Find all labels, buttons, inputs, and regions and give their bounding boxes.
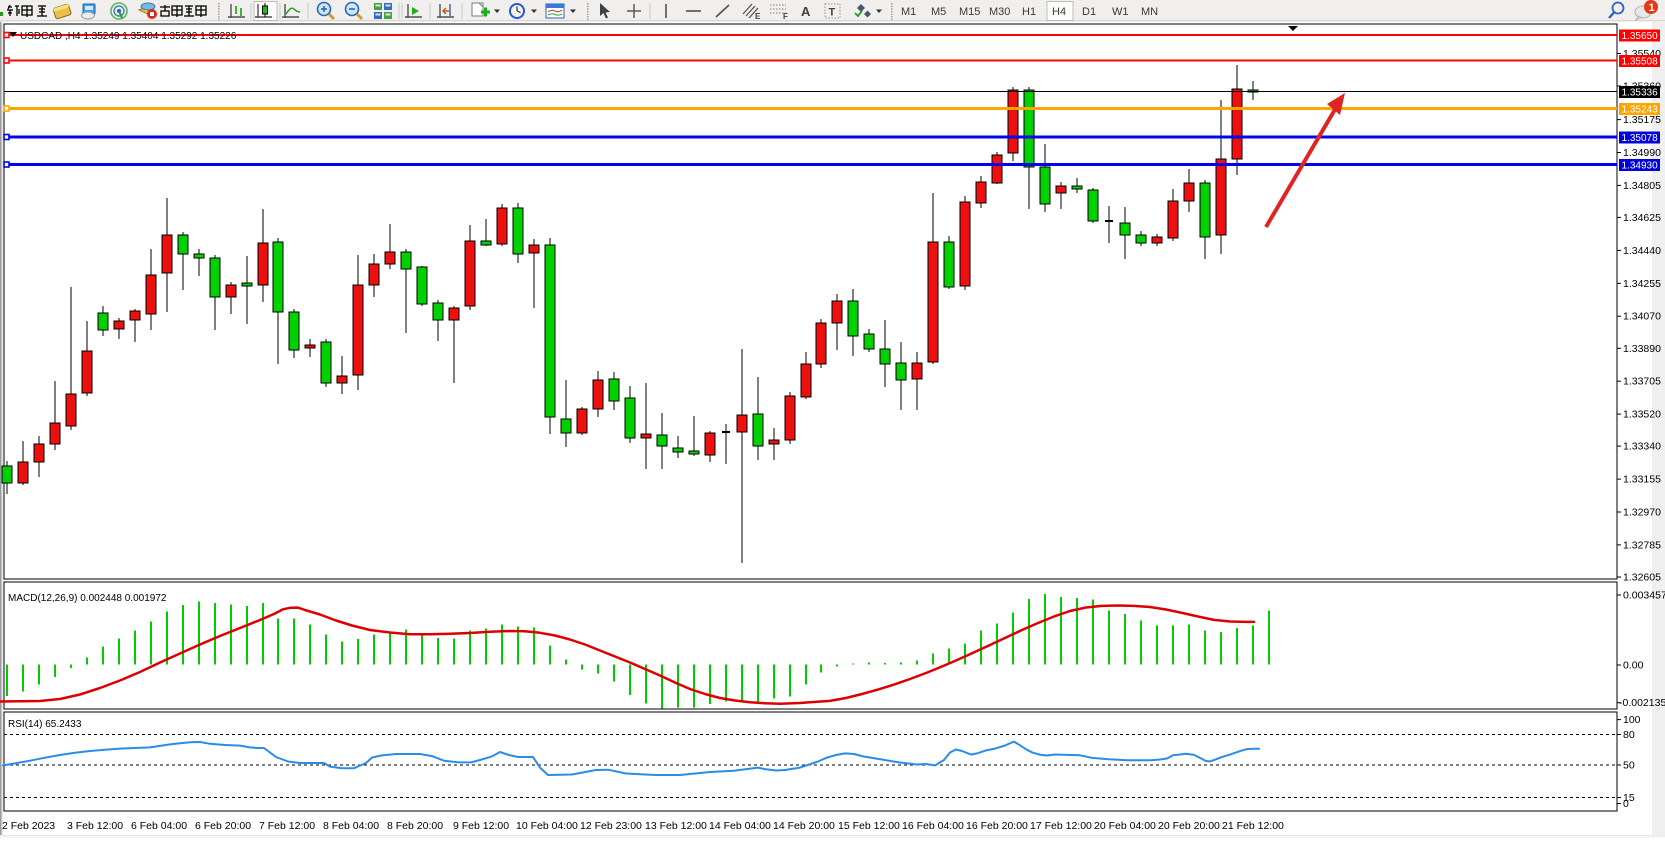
svg-text:15 Feb 12:00: 15 Feb 12:00 — [838, 820, 900, 832]
svg-text:T: T — [829, 7, 836, 19]
svg-text:14 Feb 04:00: 14 Feb 04:00 — [709, 820, 771, 832]
svg-text:1.32785: 1.32785 — [1623, 539, 1661, 551]
svg-text:A: A — [801, 4, 811, 19]
svg-text:1.35650: 1.35650 — [1622, 31, 1659, 42]
svg-text:16 Feb 20:00: 16 Feb 20:00 — [966, 820, 1028, 832]
svg-text:MN: MN — [1141, 6, 1158, 18]
svg-text:M5: M5 — [931, 6, 946, 18]
svg-text:8 Feb 20:00: 8 Feb 20:00 — [387, 820, 443, 832]
svg-text:1.33890: 1.33890 — [1623, 343, 1661, 355]
svg-text:16 Feb 04:00: 16 Feb 04:00 — [902, 820, 964, 832]
svg-text:100: 100 — [1623, 714, 1641, 726]
svg-text:0.003457: 0.003457 — [1623, 590, 1665, 602]
svg-text:1.33155: 1.33155 — [1623, 474, 1661, 486]
svg-text:8 Feb 04:00: 8 Feb 04:00 — [323, 820, 379, 832]
svg-text:M30: M30 — [989, 6, 1010, 18]
svg-text:F: F — [783, 12, 788, 21]
svg-text:H1: H1 — [1022, 6, 1036, 18]
svg-text:6 Feb 20:00: 6 Feb 20:00 — [195, 820, 251, 832]
svg-text:14 Feb 20:00: 14 Feb 20:00 — [773, 820, 835, 832]
svg-text:3 Feb 12:00: 3 Feb 12:00 — [67, 820, 123, 832]
svg-text:1.35175: 1.35175 — [1623, 114, 1661, 126]
svg-text:7 Feb 12:00: 7 Feb 12:00 — [259, 820, 315, 832]
svg-text:MACD(12,26,9) 0.002448 0.00197: MACD(12,26,9) 0.002448 0.001972 — [8, 593, 167, 604]
svg-text:M15: M15 — [959, 6, 980, 18]
svg-text:0: 0 — [1623, 798, 1629, 810]
svg-text:12 Feb 23:00: 12 Feb 23:00 — [580, 820, 642, 832]
svg-text:USDCAD ,H4 1.35249 1.35404 1.: USDCAD ,H4 1.35249 1.35404 1.35292 1.352… — [20, 31, 237, 42]
svg-text:1.32605: 1.32605 — [1623, 572, 1661, 584]
svg-text:0.00: 0.00 — [1623, 660, 1644, 672]
svg-text:M1: M1 — [901, 6, 916, 18]
svg-text:1: 1 — [1649, 2, 1655, 14]
svg-text:RSI(14) 65.2433: RSI(14) 65.2433 — [8, 719, 82, 730]
svg-text:1.34930: 1.34930 — [1622, 160, 1659, 171]
svg-text:20 Feb 04:00: 20 Feb 04:00 — [1094, 820, 1156, 832]
svg-text:1.35243: 1.35243 — [1622, 104, 1659, 115]
svg-text:6 Feb 04:00: 6 Feb 04:00 — [131, 820, 187, 832]
svg-text:1.34070: 1.34070 — [1623, 311, 1661, 323]
svg-text:20 Feb 20:00: 20 Feb 20:00 — [1158, 820, 1220, 832]
svg-text:1.34805: 1.34805 — [1623, 180, 1661, 192]
svg-text:13 Feb 12:00: 13 Feb 12:00 — [645, 820, 707, 832]
svg-text:-0.002135: -0.002135 — [1619, 697, 1665, 709]
svg-text:1.33705: 1.33705 — [1623, 376, 1661, 388]
svg-text:D1: D1 — [1082, 6, 1096, 18]
svg-text:2 Feb 2023: 2 Feb 2023 — [2, 820, 55, 832]
svg-text:50: 50 — [1623, 760, 1635, 772]
svg-text:1.35336: 1.35336 — [1622, 87, 1659, 98]
svg-text:1.34625: 1.34625 — [1623, 212, 1661, 224]
svg-text:W1: W1 — [1112, 6, 1129, 18]
svg-text:H4: H4 — [1052, 6, 1066, 18]
svg-text:1.33520: 1.33520 — [1623, 409, 1661, 421]
svg-text:1.34440: 1.34440 — [1623, 245, 1661, 257]
svg-text:1.35508: 1.35508 — [1622, 56, 1659, 67]
svg-text:1.34255: 1.34255 — [1623, 278, 1661, 290]
svg-text:10 Feb 04:00: 10 Feb 04:00 — [516, 820, 578, 832]
svg-text:80: 80 — [1623, 729, 1635, 741]
svg-text:9 Feb 12:00: 9 Feb 12:00 — [453, 820, 509, 832]
svg-text:1.33340: 1.33340 — [1623, 441, 1661, 453]
svg-text:E: E — [755, 12, 761, 21]
svg-text:1.35078: 1.35078 — [1622, 133, 1659, 144]
svg-text:1.32970: 1.32970 — [1623, 507, 1661, 519]
svg-text:15: 15 — [1623, 792, 1635, 804]
svg-text:1.34990: 1.34990 — [1623, 147, 1661, 159]
svg-text:17 Feb 12:00: 17 Feb 12:00 — [1030, 820, 1092, 832]
svg-text:21 Feb 12:00: 21 Feb 12:00 — [1222, 820, 1284, 832]
